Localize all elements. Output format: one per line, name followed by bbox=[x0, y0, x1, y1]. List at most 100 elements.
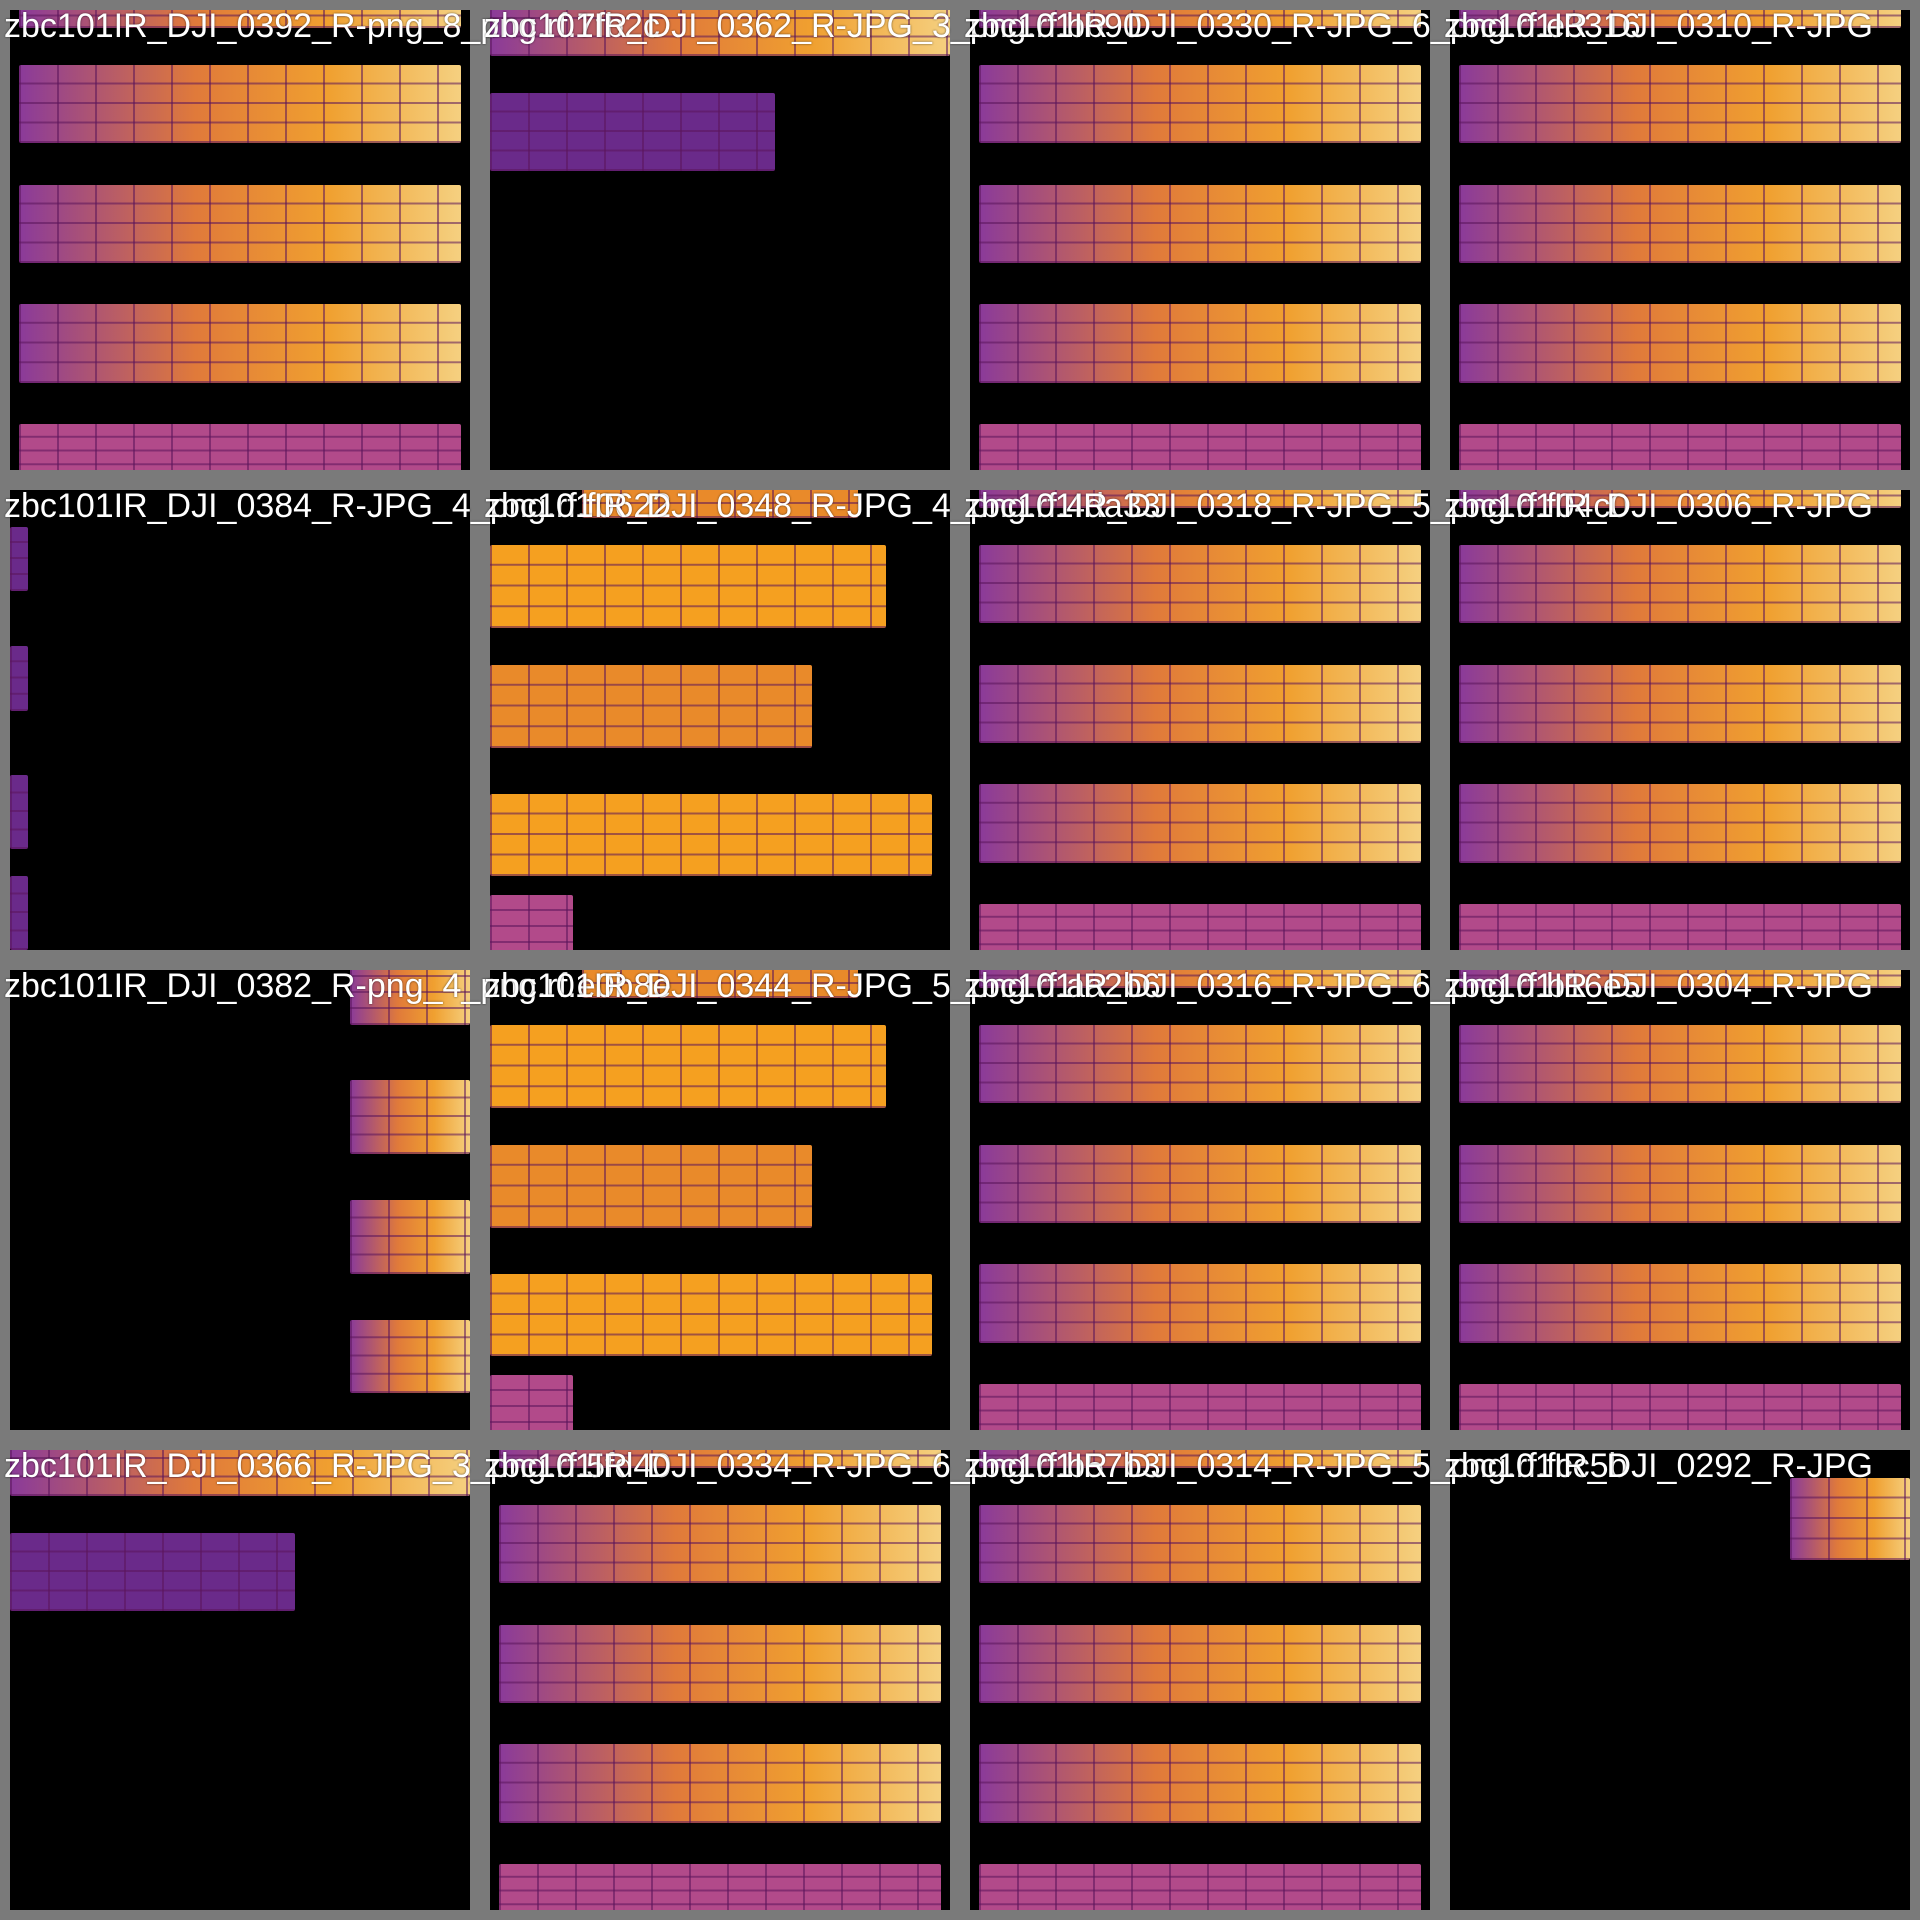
tile-filename-label: zbc101IR_DJI_0316_R-JPG_6_png.rf.b16e5 bbox=[964, 967, 1641, 1005]
solar-panel-row bbox=[19, 65, 461, 144]
thumbnail-tile[interactable]: zbc101IR_DJI_0344_R-JPG_5_png.rf.aa2b6 bbox=[480, 960, 1161, 1440]
solar-panel-row bbox=[10, 1532, 296, 1611]
thumbnail-tile[interactable]: zbc101IR_DJI_0366_R-JPG_3_png.rf.5fd40 bbox=[0, 1440, 671, 1920]
thumbnail-tile[interactable]: zbc101IR_DJI_0306_R-JPG bbox=[1440, 480, 1920, 960]
solar-panel-row bbox=[582, 970, 858, 998]
solar-panel-row bbox=[979, 1384, 1421, 1430]
tile-filename-label: zbc101IR_DJI_0362_R-JPG_3_png.rf.bb90 bbox=[484, 7, 1142, 45]
solar-panel-row bbox=[10, 1450, 470, 1496]
thumbnail-tile[interactable]: zbc101IR_DJI_0382_R-png_4_png.rf.e0b8e bbox=[0, 960, 671, 1440]
solar-panel-row bbox=[1459, 10, 1901, 29]
thumbnail-tile[interactable]: zbc101IR_DJI_0348_R-JPG_4_png.rf.4da33 bbox=[480, 480, 1161, 960]
solar-panel-row bbox=[350, 1080, 470, 1154]
thermal-image bbox=[10, 1450, 470, 1910]
thermal-image bbox=[1450, 10, 1910, 470]
thumbnail-tile[interactable]: zbc101IR_DJI_0384_R-JPG_4_png.rf.f0622 bbox=[0, 480, 671, 960]
tile-filename-label: zbc101IR_DJI_0366_R-JPG_3_png.rf.5fd40 bbox=[4, 1447, 672, 1485]
solar-panel-row bbox=[490, 1025, 886, 1108]
solar-panel-row bbox=[979, 1744, 1421, 1823]
tile-filename-label: zbc101IR_DJI_0344_R-JPG_5_png.rf.aa2b6 bbox=[484, 967, 1161, 1005]
solar-panel-row bbox=[490, 545, 886, 628]
solar-panel-row bbox=[979, 1264, 1421, 1343]
solar-panel-row bbox=[490, 894, 573, 950]
solar-panel-row bbox=[490, 1144, 812, 1228]
solar-panel-row bbox=[979, 1450, 1421, 1469]
solar-panel-row bbox=[1790, 1477, 1910, 1561]
solar-panel-row bbox=[19, 424, 461, 470]
solar-panel-row bbox=[582, 490, 858, 518]
thumbnail-tile[interactable]: zbc101IR_DJI_0292_R-JPG bbox=[1440, 1440, 1920, 1920]
thumbnail-tile[interactable]: zbc101IR_DJI_0334_R-JPG_6_png.rf.b57b3 bbox=[480, 1440, 1161, 1920]
solar-panel-row bbox=[1459, 970, 1901, 989]
solar-panel-row bbox=[19, 10, 461, 29]
solar-panel-row bbox=[350, 1319, 470, 1394]
solar-panel-row bbox=[979, 490, 1421, 509]
solar-panel-row bbox=[499, 1624, 941, 1703]
solar-panel-row bbox=[10, 876, 29, 950]
solar-panel-row bbox=[979, 1025, 1421, 1104]
solar-panel-row bbox=[979, 1624, 1421, 1703]
solar-panel-row bbox=[490, 10, 950, 56]
solar-panel-row bbox=[350, 1200, 470, 1274]
solar-panel-row bbox=[979, 1505, 1421, 1584]
thumbnail-tile[interactable]: zbc101IR_DJI_0314_R-JPG_5_png.rf.fcc5b bbox=[960, 1440, 1627, 1920]
solar-panel-row bbox=[1459, 65, 1901, 144]
thermal-image bbox=[10, 10, 470, 470]
thumbnail-tile[interactable]: zbc101IR_DJI_0304_R-JPG bbox=[1440, 960, 1920, 1440]
solar-panel-row bbox=[1459, 545, 1901, 624]
solar-panel-row bbox=[979, 970, 1421, 989]
tile-filename-label: zbc101IR_DJI_0382_R-png_4_png.rf.e0b8e bbox=[4, 967, 672, 1005]
solar-panel-row bbox=[490, 664, 812, 748]
thermal-image bbox=[10, 970, 470, 1430]
thumbnail-tile[interactable]: zbc101IR_DJI_0310_R-JPG bbox=[1440, 0, 1920, 480]
tile-filename-label: zbc101IR_DJI_0306_R-JPG bbox=[1444, 487, 1874, 525]
thermal-image bbox=[970, 1450, 1430, 1910]
solar-panel-row bbox=[979, 784, 1421, 863]
tile-filename-label: zbc101IR_DJI_0384_R-JPG_4_png.rf.f0622 bbox=[4, 487, 672, 525]
thermal-image bbox=[1450, 490, 1910, 950]
tile-filename-label: zbc101IR_DJI_0310_R-JPG bbox=[1444, 7, 1874, 45]
thermal-image bbox=[490, 10, 950, 470]
thumbnail-tile[interactable]: zbc101IR_DJI_0318_R-JPG_5_png.rf.f04c0 bbox=[960, 480, 1629, 960]
solar-panel-row bbox=[490, 92, 776, 171]
solar-panel-row bbox=[979, 10, 1421, 29]
thermal-image bbox=[10, 490, 470, 950]
solar-panel-row bbox=[19, 184, 461, 263]
thermal-image bbox=[490, 1450, 950, 1910]
solar-panel-row bbox=[490, 793, 932, 877]
solar-panel-row bbox=[1459, 490, 1901, 509]
tile-filename-label: zbc101IR_DJI_0314_R-JPG_5_png.rf.fcc5b bbox=[964, 1447, 1628, 1485]
thermal-image bbox=[1450, 1450, 1910, 1910]
thermal-image bbox=[490, 970, 950, 1430]
solar-panel-row bbox=[1459, 1384, 1901, 1430]
thumbnail-tile[interactable]: zbc101IR_DJI_0316_R-JPG_6_png.rf.b16e5 bbox=[960, 960, 1641, 1440]
thermal-image bbox=[970, 10, 1430, 470]
thumbnail-tile[interactable]: zbc101IR_DJI_0392_R-png_8_png.rf.7fb2c bbox=[0, 0, 660, 480]
solar-panel-row bbox=[499, 1450, 941, 1469]
solar-panel-row bbox=[1459, 1025, 1901, 1104]
solar-panel-row bbox=[1459, 304, 1901, 383]
solar-panel-row bbox=[1459, 184, 1901, 263]
thumbnail-tile[interactable]: zbc101IR_DJI_0330_R-JPG_6_png.rf.e3316 bbox=[960, 0, 1641, 480]
solar-panel-row bbox=[1459, 1264, 1901, 1343]
tile-filename-label: zbc101IR_DJI_0392_R-png_8_png.rf.7fb2c bbox=[4, 7, 660, 45]
thumbnail-tile[interactable]: zbc101IR_DJI_0362_R-JPG_3_png.rf.bb90 bbox=[480, 0, 1142, 480]
thermal-image bbox=[970, 490, 1430, 950]
solar-panel-row bbox=[979, 65, 1421, 144]
solar-panel-row bbox=[979, 184, 1421, 263]
solar-panel-row bbox=[1459, 784, 1901, 863]
thermal-image bbox=[490, 490, 950, 950]
tile-filename-label: zbc101IR_DJI_0318_R-JPG_5_png.rf.f04c0 bbox=[964, 487, 1630, 525]
solar-panel-row bbox=[1459, 664, 1901, 743]
solar-panel-row bbox=[1459, 904, 1901, 950]
solar-panel-row bbox=[1459, 424, 1901, 470]
solar-panel-row bbox=[979, 304, 1421, 383]
thermal-image bbox=[1450, 970, 1910, 1430]
tile-filename-label: zbc101IR_DJI_0334_R-JPG_6_png.rf.b57b3 bbox=[484, 1447, 1161, 1485]
solar-panel-row bbox=[1459, 1144, 1901, 1223]
solar-panel-row bbox=[350, 970, 470, 1026]
solar-panel-row bbox=[499, 1505, 941, 1584]
solar-panel-row bbox=[10, 526, 29, 592]
solar-panel-row bbox=[979, 1864, 1421, 1910]
